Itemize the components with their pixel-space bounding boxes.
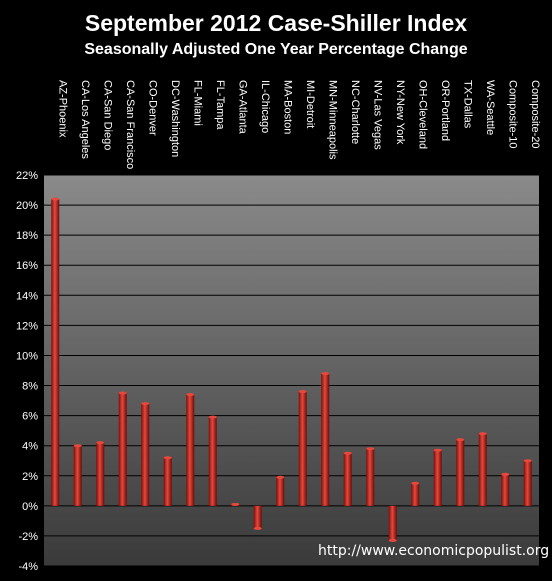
bar-cap [411, 481, 420, 485]
y-tick-label: 0% [22, 501, 38, 513]
bar-composite-20 [523, 460, 532, 506]
category-label: CO-Denver [146, 80, 158, 136]
bar-cap [298, 390, 307, 394]
bar-cap [321, 372, 330, 376]
y-tick-label: -2% [18, 531, 38, 543]
bar-cap [478, 432, 487, 436]
category-label: CA-San Diego [101, 80, 113, 150]
y-tick-label: 2% [22, 471, 38, 483]
bar-mn-minneapolis [321, 373, 330, 506]
bar-wa-seattle [478, 433, 487, 506]
chart-title: September 2012 Case-Shiller Index [84, 10, 468, 36]
y-tick-label: 20% [16, 200, 38, 212]
y-tick-label: 16% [16, 260, 38, 272]
category-label: TX-Dallas [461, 80, 473, 129]
bar-nv-las-vegas [366, 448, 375, 506]
bar-cap [141, 402, 150, 406]
bar-cap [118, 391, 127, 395]
category-label: AZ-Phoenix [56, 80, 68, 138]
y-tick-label: 10% [16, 350, 38, 362]
bar-cap [73, 444, 82, 448]
y-tick-label: 22% [16, 170, 38, 182]
bar-ca-san-diego [96, 442, 105, 506]
y-tick-label: 4% [22, 441, 38, 453]
bar-cap [163, 456, 172, 460]
plot-area [44, 175, 539, 566]
bar-cap [366, 447, 375, 451]
bars [51, 197, 532, 542]
category-label: DC-Washington [169, 80, 181, 157]
y-tick-label: 18% [16, 230, 38, 242]
category-label: FL-Tampa [214, 80, 226, 130]
chart-subtitle: Seasonally Adjusted One Year Percentage … [84, 41, 468, 58]
bar-tx-dallas [456, 439, 465, 506]
y-tick-label: 12% [16, 320, 38, 332]
bar-il-chicago [253, 505, 262, 529]
bar-fl-tampa [208, 417, 217, 506]
category-label: CA-Los Angeles [79, 80, 91, 159]
category-label: CA-San Francisco [124, 80, 136, 169]
watermark: http://www.economicpopulist.org [318, 543, 550, 559]
gridlines [44, 174, 539, 567]
x-axis-labels: AZ-Phoenix CA-Los Angeles CA-San Diego CA-S… [56, 80, 541, 169]
bar-cap [231, 502, 240, 506]
bar-ca-los-angeles [73, 445, 82, 506]
category-label: IL-Chicago [259, 80, 271, 133]
bar-ma-boston [276, 477, 285, 506]
bar-ny-new-york [388, 505, 397, 541]
category-label: NC-Charlotte [349, 80, 361, 144]
category-label: MI-Detroit [304, 80, 316, 128]
bar-cap [208, 415, 217, 419]
bar-dc-washington [163, 457, 172, 506]
y-tick-label: -4% [18, 561, 38, 573]
bar-cap [276, 475, 285, 479]
bar-ca-san-francisco [118, 393, 127, 506]
bar-cap [253, 526, 262, 530]
y-tick-label: 8% [22, 381, 38, 393]
bar-fl-miami [186, 394, 195, 506]
category-label: WA-Seattle [484, 80, 496, 135]
bar-cap [186, 393, 195, 397]
y-axis: -4% -2% 0% 2% 4% 6% 8% 10% 12% 14% 16% 18% 20% 22% [16, 170, 38, 573]
category-label: FL-Miami [191, 80, 203, 126]
bar-nc-charlotte [343, 453, 352, 506]
bar-composite-10 [501, 474, 510, 506]
category-label: Composite-10 [506, 80, 518, 148]
bar-oh-cleveland [411, 483, 420, 506]
bar-mi-detroit [298, 391, 307, 506]
y-tick-label: 6% [22, 411, 38, 423]
bar-cap [388, 538, 397, 542]
bar-cap [343, 451, 352, 455]
category-label: NV-Las Vegas [371, 80, 383, 150]
category-label: OR-Portland [439, 80, 451, 141]
category-label: OH-Cleveland [416, 80, 428, 149]
y-tick-label: 14% [16, 290, 38, 302]
bar-or-portland [433, 450, 442, 506]
category-label: MN-Minneapolis [326, 80, 338, 160]
bar-az-phoenix [51, 199, 60, 506]
bar-cap [433, 448, 442, 452]
bar-cap [523, 459, 532, 463]
bar-cap [501, 472, 510, 476]
bar-co-denver [141, 403, 150, 506]
category-label: GA-Atlanta [236, 80, 248, 135]
category-label: Composite-20 [529, 80, 541, 148]
bar-cap [51, 197, 60, 201]
category-label: MA-Boston [281, 80, 293, 134]
bar-cap [96, 441, 105, 445]
bar-cap [456, 438, 465, 442]
category-label: NY-New York [394, 80, 406, 145]
